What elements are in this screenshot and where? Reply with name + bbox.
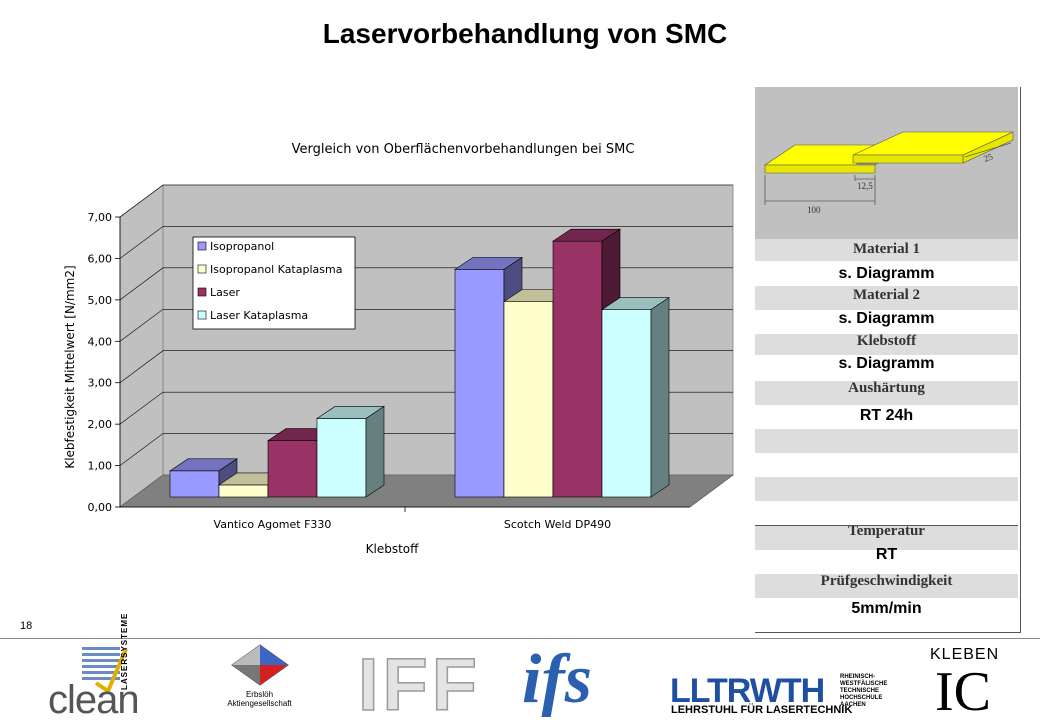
x-tick-label: Vantico Agomet F330 [214, 518, 332, 531]
adhesive-value: s. Diagramm [755, 355, 1018, 381]
y-tick-label: 2,00 [88, 418, 113, 431]
y-tick-label: 6,00 [88, 252, 113, 265]
legend-entry: Isopropanol Kataplasma [210, 263, 342, 276]
y-tick-label: 3,00 [88, 377, 113, 390]
speed-value: 5mm/min [755, 598, 1018, 628]
adhesive-label: Klebstoff [755, 334, 1018, 358]
erbsloeh-line2: Aktiengesellschaft [227, 699, 292, 708]
empty-row [755, 429, 1018, 453]
legend-entry: Laser [210, 286, 240, 299]
curing-label: Aushärtung [755, 381, 1018, 405]
x-tick-label: Scotch Weld DP490 [504, 518, 611, 531]
bar-front [601, 309, 652, 498]
gridline [119, 267, 733, 301]
chart-side-wall [119, 184, 164, 508]
test-parameters-panel: 12,5 25 100 Material 1 s. Diagramm Mater… [755, 87, 1021, 633]
legend-entry: Laser Kataplasma [210, 309, 308, 322]
gridline [119, 226, 733, 259]
bar-side [650, 297, 670, 498]
width-dimension: 25 [982, 151, 994, 164]
gridline [119, 184, 733, 218]
rwth-line: HOCHSCHULE [840, 695, 883, 701]
rwth-line: RHEINISCH- [840, 674, 876, 680]
rwth-subtext: RHEINISCH- WESTFÄLISCHE TECHNISCHE HOCHS… [840, 674, 887, 709]
rwth-line: WESTFÄLISCHE [840, 681, 888, 687]
chart-title: Vergleich von Oberflächenvorbehandlungen… [292, 142, 635, 157]
empty-row [755, 453, 1018, 477]
y-tick-label: 4,00 [88, 335, 113, 348]
material1-label: Material 1 [755, 239, 1018, 261]
y-tick-label: 5,00 [88, 294, 113, 307]
bar-chart: Vergleich von Oberflächenvorbehandlungen… [63, 142, 735, 556]
empty-row [755, 501, 1018, 526]
legend-swatch [197, 264, 207, 274]
temperature-label: Temperatur [755, 526, 1018, 550]
legend-entry: Isopropanol [210, 240, 274, 253]
lasersysteme-text: LASERSYSTEME [120, 612, 129, 690]
overlap-dimension: 12,5 [857, 181, 873, 191]
bar-front [552, 240, 603, 498]
curing-value: RT 24h [755, 405, 1018, 429]
bar-front [503, 301, 554, 498]
slide-title: Laservorbehandlung von SMC [322, 18, 728, 49]
ic-logo: IC [935, 661, 991, 723]
material1-value: s. Diagramm [755, 261, 1018, 286]
erbsloeh-logo-icon [231, 644, 289, 686]
bar-side [365, 405, 385, 498]
y-tick-label: 1,00 [88, 460, 113, 473]
material2-label: Material 2 [755, 286, 1018, 310]
clean-logo-icon [82, 647, 128, 694]
page-number: 18 [20, 620, 33, 632]
bottom-plate-side [764, 164, 876, 174]
legend-swatch [197, 241, 207, 251]
length-dimension: 100 [807, 205, 821, 215]
erbsloeh-text: Erbslöh Aktiengesellschaft [222, 690, 297, 708]
bar-front [169, 470, 220, 498]
footer-divider [0, 638, 1040, 639]
erbsloeh-line1: Erbslöh [245, 690, 274, 699]
rwth-line: TECHNISCHE [840, 688, 880, 694]
width-dimension-line [964, 142, 1012, 158]
clean-logo-text: clean [48, 678, 140, 722]
material2-value: s. Diagramm [755, 310, 1018, 334]
bar-front [267, 440, 318, 498]
llt-subtitle: LEHRSTUHL FÜR LASERTECHNIK [671, 704, 853, 716]
legend-swatch [197, 287, 207, 297]
bar-front [454, 269, 505, 498]
speed-label: Prüfgeschwindigkeit [755, 574, 1018, 598]
kleben-logo: KLEBEN [930, 646, 1000, 663]
y-axis-label: Klebfestigkeit Mittelwert [N/mm2] [63, 265, 77, 468]
x-axis-label: Klebstoff [366, 542, 420, 556]
y-tick-label: 7,00 [88, 211, 113, 224]
rwth-line: AACHEN [840, 702, 866, 708]
bar-front [218, 484, 269, 498]
temperature-value: RT [755, 547, 1018, 574]
empty-row [755, 477, 1018, 501]
bar-front [316, 418, 367, 498]
specimen-diagram: 12,5 25 100 [755, 87, 1018, 239]
y-tick-label: 0,00 [88, 501, 113, 514]
llt-rwth-logo: LLTRWTH [670, 672, 825, 710]
legend-box [192, 236, 356, 330]
legend-swatch [197, 310, 207, 320]
iff-logo: IFF [357, 642, 481, 727]
ifs-logo: ifs [522, 641, 592, 718]
top-plate-front [852, 154, 964, 164]
